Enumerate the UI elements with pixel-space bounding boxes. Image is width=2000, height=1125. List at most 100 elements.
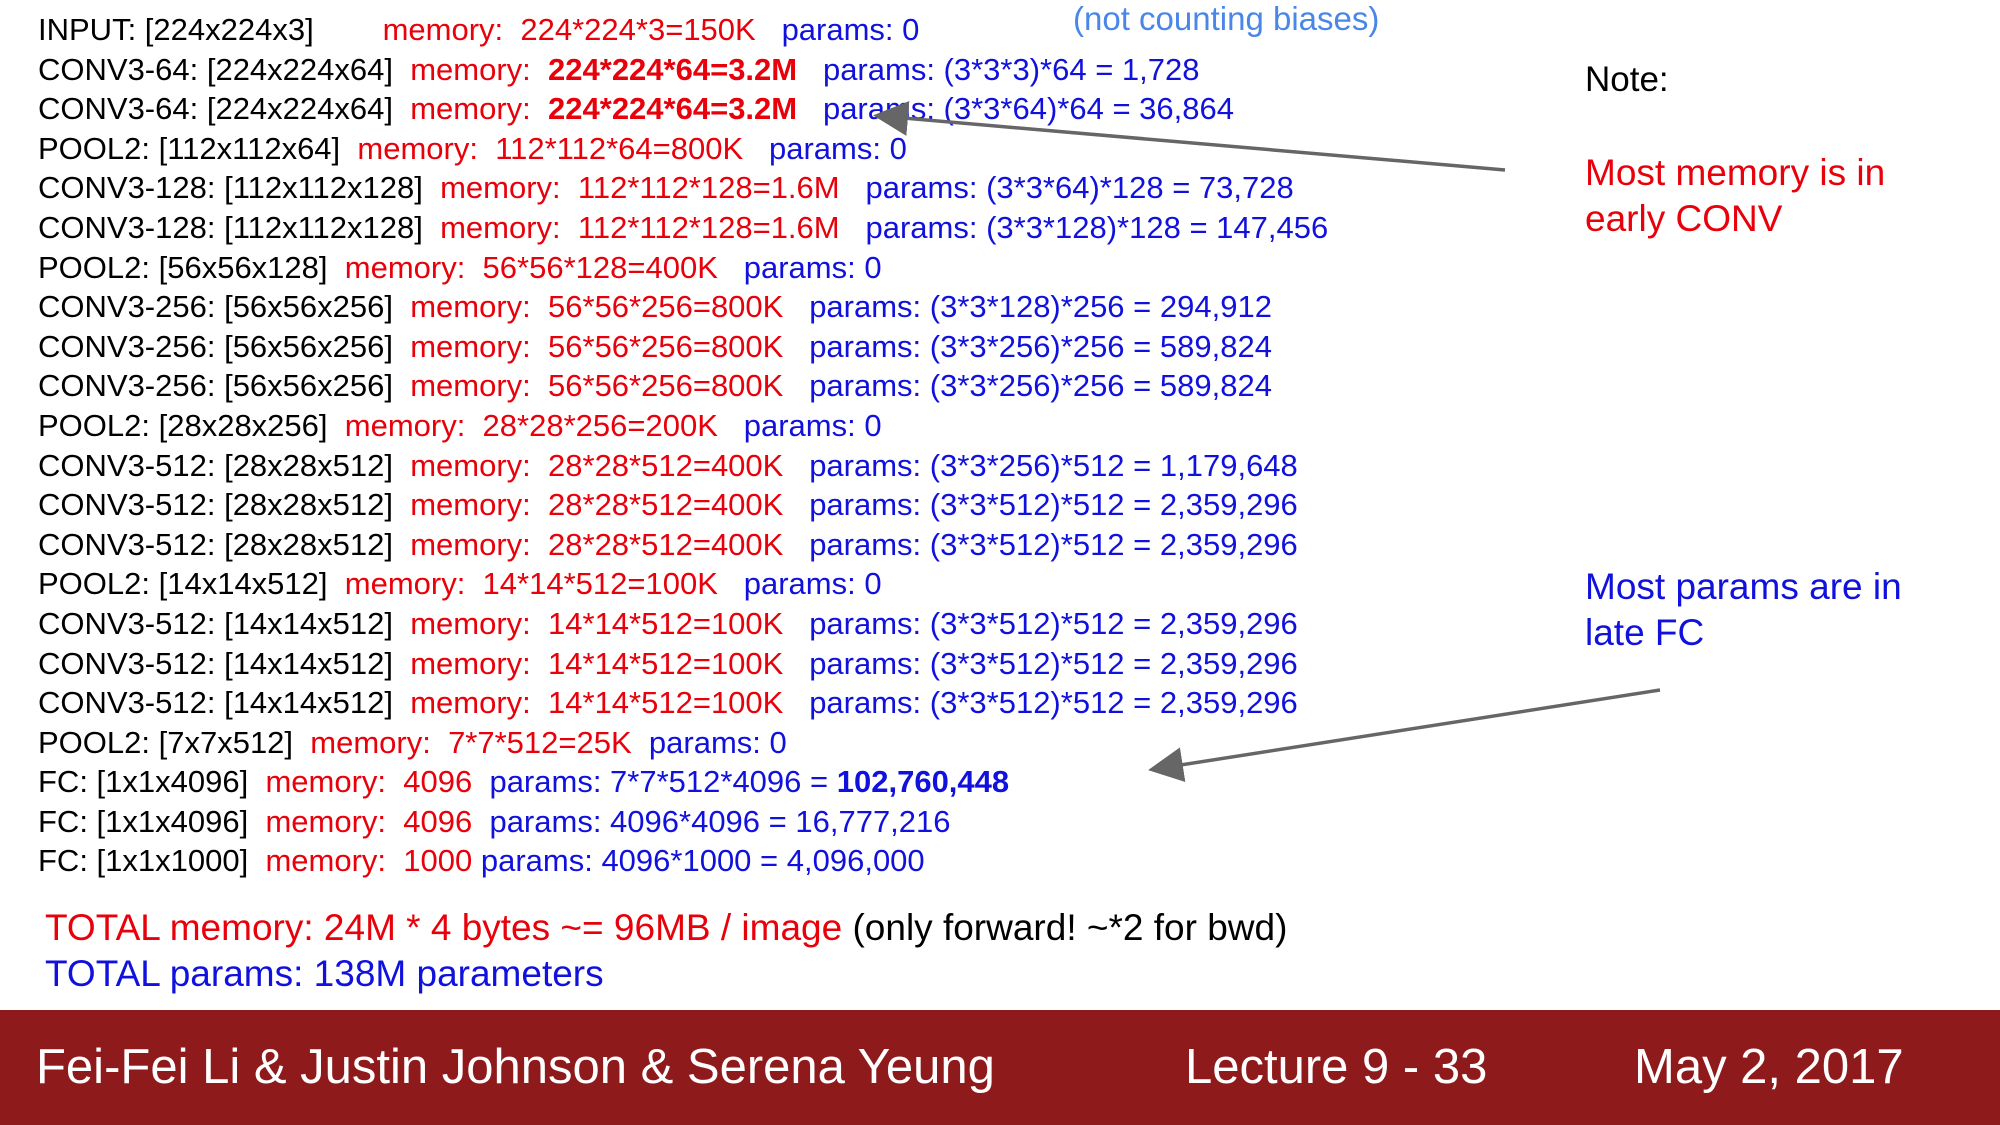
layer-shape: CONV3-256: [56x56x256] (38, 368, 393, 404)
layer-memory: memory: 112*112*128=1.6M (440, 209, 840, 245)
layer-params: params: (3*3*256)*256 = 589,824 (809, 368, 1272, 404)
layer-row: CONV3-512: [28x28x512] memory: 28*28*512… (38, 446, 1328, 486)
layer-shape: POOL2: [56x56x128] (38, 249, 328, 285)
layer-params: params: 0 (743, 407, 882, 443)
layer-memory: memory: 28*28*256=200K (344, 407, 718, 443)
layer-shape: CONV3-512: [28x28x512] (38, 447, 393, 483)
layer-memory: memory: 56*56*256=800K (410, 328, 784, 364)
spacer (393, 685, 410, 720)
layer-params: params: (3*3*128)*128 = 147,456 (865, 209, 1329, 245)
layer-params: params: 0 (769, 130, 907, 166)
layer-shape: CONV3-512: [28x28x512] (38, 526, 393, 562)
layer-row: FC: [1x1x1000] memory: 1000 params: 4096… (38, 841, 1328, 881)
layer-params: params: (3*3*256)*256 = 589,824 (809, 328, 1272, 364)
layer-memory: memory: 112*112*128=1.6M (440, 170, 840, 206)
layer-params: params: 0 (648, 724, 787, 760)
layer-memory: memory: 14*14*512=100K (344, 566, 718, 602)
spacer (314, 12, 383, 47)
layer-row: POOL2: [7x7x512] memory: 7*7*512=25K par… (38, 723, 1328, 763)
spacer (783, 448, 809, 483)
layer-params: params: (3*3*64)*64 = 36,864 (822, 91, 1234, 127)
layer-memory: memory: 4096 (265, 764, 473, 800)
layer-row: CONV3-512: [14x14x512] memory: 14*14*512… (38, 604, 1328, 644)
spacer (840, 170, 866, 205)
layer-params: params: (3*3*128)*256 = 294,912 (809, 289, 1272, 325)
layer-memory: memory: 56*56*256=800K (410, 289, 784, 325)
layer-memory: memory: 7*7*512=25K (310, 724, 632, 760)
layer-params: params: 0 (743, 566, 882, 602)
footer-date: May 2, 2017 (1634, 1040, 1904, 1094)
spacer (423, 170, 440, 205)
layer-params: params: (3*3*3)*64 = 1,728 (822, 51, 1200, 87)
layer-params: params: (3*3*512)*512 = 2,359,296 (809, 487, 1298, 523)
layer-shape: POOL2: [14x14x512] (38, 566, 328, 602)
spacer (718, 408, 744, 443)
layer-params: params: 4096*4096 = 16,777,216 (489, 803, 951, 839)
layer-shape: FC: [1x1x4096] (38, 803, 249, 839)
spacer (783, 606, 809, 641)
biases-note: (not counting biases) (1073, 0, 1380, 37)
spacer (393, 606, 410, 641)
layer-params: params: 0 (781, 12, 920, 47)
layer-params: params: (3*3*256)*512 = 1,179,648 (809, 447, 1298, 483)
layer-memory: memory: 1000 (265, 843, 473, 879)
layer-row: INPUT: [224x224x3] memory: 224*224*3=150… (38, 10, 1328, 50)
layer-shape: POOL2: [7x7x512] (38, 724, 294, 760)
layer-params: params: (3*3*512)*512 = 2,359,296 (809, 605, 1298, 641)
layer-row: CONV3-256: [56x56x256] memory: 56*56*256… (38, 327, 1328, 367)
footer-authors: Fei-Fei Li & Justin Johnson & Serena Yeu… (36, 1040, 995, 1094)
spacer (783, 527, 809, 562)
spacer (472, 764, 489, 799)
layer-shape: CONV3-128: [112x112x128] (38, 170, 423, 206)
layer-params: params: 0 (743, 249, 882, 285)
spacer (783, 646, 809, 681)
layer-params: params: (3*3*512)*512 = 2,359,296 (809, 526, 1298, 562)
layer-shape: CONV3-512: [14x14x512] (38, 605, 393, 641)
spacer (393, 368, 410, 403)
layer-memory: memory: 4096 (265, 803, 473, 839)
layer-shape: CONV3-128: [112x112x128] (38, 209, 423, 245)
layer-shape: CONV3-512: [14x14x512] (38, 685, 393, 721)
layer-row: POOL2: [112x112x64] memory: 112*112*64=8… (38, 129, 1328, 169)
footer-lecture: Lecture 9 - 33 (1185, 1040, 1488, 1094)
layer-memory: memory: 14*14*512=100K (410, 645, 784, 681)
layer-memory-value: 224*224*64=3.2M (548, 51, 798, 87)
layer-row: POOL2: [56x56x128] memory: 56*56*128=400… (38, 248, 1328, 288)
layer-memory: memory: 28*28*512=400K (410, 487, 784, 523)
spacer (797, 52, 823, 87)
layer-row: FC: [1x1x4096] memory: 4096 params: 4096… (38, 802, 1328, 842)
spacer (718, 566, 744, 601)
layer-memory: memory: (410, 91, 549, 127)
layer-row: CONV3-128: [112x112x128] memory: 112*112… (38, 168, 1328, 208)
layer-memory-value: 224*224*64=3.2M (548, 91, 798, 127)
spacer (293, 725, 310, 760)
spacer (783, 368, 809, 403)
spacer (783, 685, 809, 720)
spacer (472, 804, 489, 839)
layer-params: params: 4096*1000 = 4,096,000 (480, 843, 925, 879)
spacer (248, 764, 265, 799)
layer-shape: POOL2: [112x112x64] (38, 130, 341, 166)
spacer (393, 487, 410, 522)
spacer (328, 408, 345, 443)
total-memory: TOTAL memory: 24M * 4 bytes ~= 96MB / im… (45, 907, 843, 948)
spacer (248, 804, 265, 839)
spacer (393, 289, 410, 324)
spacer (423, 210, 440, 245)
spacer (783, 487, 809, 522)
layer-memory: memory: 224*224*3=150K (382, 12, 756, 47)
layer-shape: CONV3-64: [224x224x64] (38, 51, 393, 87)
spacer (756, 12, 782, 47)
layer-shape: POOL2: [28x28x256] (38, 407, 328, 443)
layer-row: CONV3-256: [56x56x256] memory: 56*56*256… (38, 287, 1328, 327)
layer-params: params: (3*3*64)*128 = 73,728 (865, 170, 1294, 206)
layer-row: CONV3-512: [28x28x512] memory: 28*28*512… (38, 525, 1328, 565)
layer-memory: memory: 28*28*512=400K (410, 447, 784, 483)
layer-params: params: (3*3*512)*512 = 2,359,296 (809, 645, 1298, 681)
spacer (783, 329, 809, 364)
layer-shape: FC: [1x1x4096] (38, 764, 249, 800)
layer-row: CONV3-512: [14x14x512] memory: 14*14*512… (38, 644, 1328, 684)
layer-row: FC: [1x1x4096] memory: 4096 params: 7*7*… (38, 762, 1328, 802)
spacer (472, 843, 481, 878)
